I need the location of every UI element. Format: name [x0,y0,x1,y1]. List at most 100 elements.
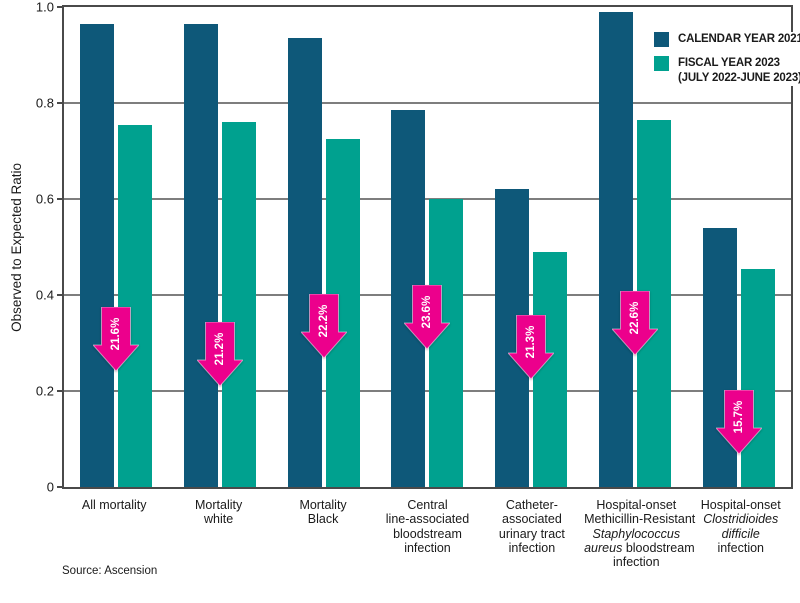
legend-item-fy2023: FISCAL YEAR 2023 (JULY 2022-JUNE 2023) [654,56,800,86]
decrease-arrow: 22.2% [300,293,347,358]
bar-pair [272,7,376,487]
category-label-text: Staphylococcus [592,526,681,541]
decrease-arrow-icon: 22.2% [300,293,347,358]
bar-group: 22.6% [583,7,687,487]
decrease-percent-label: 21.6% [110,318,122,351]
bar-pair [376,7,480,487]
bar-group: 22.2% [272,7,376,487]
decrease-arrow-icon: 21.6% [92,306,139,371]
arrow-shape [300,293,347,358]
legend-label-fy2023: FISCAL YEAR 2023 (JULY 2022-JUNE 2023) [678,56,800,86]
decrease-percent-label: 15.7% [733,401,745,434]
y-tick-label: 0.2 [35,383,54,399]
bar-pair [479,7,583,487]
arrow-shape [196,321,243,386]
category-label-text: infection [508,540,556,555]
category-label-text: Central [407,498,448,512]
legend: CALENDAR YEAR 2021 FISCAL YEAR 2023 (JUL… [654,32,800,86]
category-label-text: white [204,512,234,527]
decrease-arrow-icon: 22.6% [612,291,659,355]
category-label-text: Hospital-onset [700,498,781,512]
legend-item-cy2021: CALENDAR YEAR 2021 [654,32,800,47]
y-tick-label: 0.4 [35,287,54,303]
legend-label-fy2023-line1: FISCAL YEAR 2023 [678,57,780,69]
bar-group: 15.7% [687,7,791,487]
category-label-text: bloodstream [622,540,695,555]
y-axis-tick [57,486,64,488]
bar-cy2021 [599,11,634,487]
gridline [64,102,791,104]
bar-cy2021 [287,38,322,487]
gridline [64,390,791,392]
decrease-percent-label: 21.3% [525,326,537,359]
category-label-text: Methicillin-Resistant [584,512,696,527]
y-tick-label: 0.6 [35,191,54,207]
decrease-arrow-icon: 21.3% [508,315,555,379]
decrease-arrow: 15.7% [716,389,763,454]
bar-group: 21.3% [479,7,583,487]
category-label-text: All mortality [81,498,147,512]
bar-cy2021 [79,23,114,487]
y-axis-title-text: Observed to Expected Ratio [8,162,24,332]
y-axis-tick [57,102,64,104]
bar-group: 23.6% [376,7,480,487]
decrease-arrow: 22.6% [612,291,659,355]
category-label-text: line-associated [385,512,470,527]
category-label: Hospital-onset Clostridioides difficile inf… [689,498,793,569]
category-label-text: Black [307,512,339,527]
y-tick-label: 1.0 [35,0,54,15]
y-axis-tick [57,390,64,392]
category-label-text: infection [404,540,451,555]
bar-fy2023 [221,122,256,487]
decrease-arrow-icon: 23.6% [404,285,451,350]
category-label-text: Mortality [299,498,347,512]
arrow-shape [508,315,555,379]
category-label-text: Catheter- [505,498,558,512]
arrow-shape [92,306,139,371]
decrease-arrow-icon: 15.7% [716,389,763,454]
category-label-text: infection [613,555,660,569]
category-label-text: associated [502,512,562,527]
y-axis-tick [57,6,64,8]
category-label: All mortality [62,498,166,569]
legend-swatch-fy2023 [654,56,669,71]
y-axis-title: Observed to Expected Ratio [6,5,26,489]
source-text: Source: Ascension [62,565,158,577]
y-tick-label: 0.8 [35,95,54,111]
decrease-arrow: 21.6% [92,306,139,371]
category-label-text: Mortality [195,498,243,512]
bar-cy2021 [183,23,218,487]
legend-label-fy2023-line2: (JULY 2022-JUNE 2023) [678,71,800,84]
decrease-percent-label: 23.6% [421,296,433,329]
gridline [64,198,791,200]
bar-pair [168,7,272,487]
category-label: Central line-associated bloodstream infecti… [375,498,479,569]
category-label-text: aureus [584,540,623,555]
y-tick-label: 0 [46,479,54,495]
category-label: Mortality Black [271,498,375,569]
decrease-percent-label: 21.2% [214,332,226,365]
decrease-arrow: 21.2% [196,321,243,386]
bar-pair [64,7,168,487]
bar-fy2023 [741,268,776,487]
bar-fy2023 [429,199,464,487]
category-label-text: Hospital-onset [596,498,677,512]
decrease-percent-label: 22.6% [629,302,641,335]
y-axis-tick [57,294,64,296]
legend-label-cy2021: CALENDAR YEAR 2021 [678,33,800,45]
x-axis-labels: All mortality Mortality white Mortality Blac… [62,498,793,569]
category-label: Catheter-associated urinary tract infectio… [480,498,584,569]
decrease-arrow-icon: 21.2% [196,321,243,386]
category-label-text: Clostridioides [703,512,779,527]
category-label-text: bloodstream [393,526,462,541]
arrow-shape [612,291,659,355]
bar-pair [583,7,687,487]
decrease-percent-label: 22.2% [318,305,330,338]
category-label-text: urinary tract [498,526,565,541]
arrow-shape [716,389,763,454]
arrow-shape [404,285,451,350]
legend-swatch-cy2021 [654,32,669,47]
bar-fy2023 [117,124,152,487]
category-label-text: difficile [721,526,760,541]
